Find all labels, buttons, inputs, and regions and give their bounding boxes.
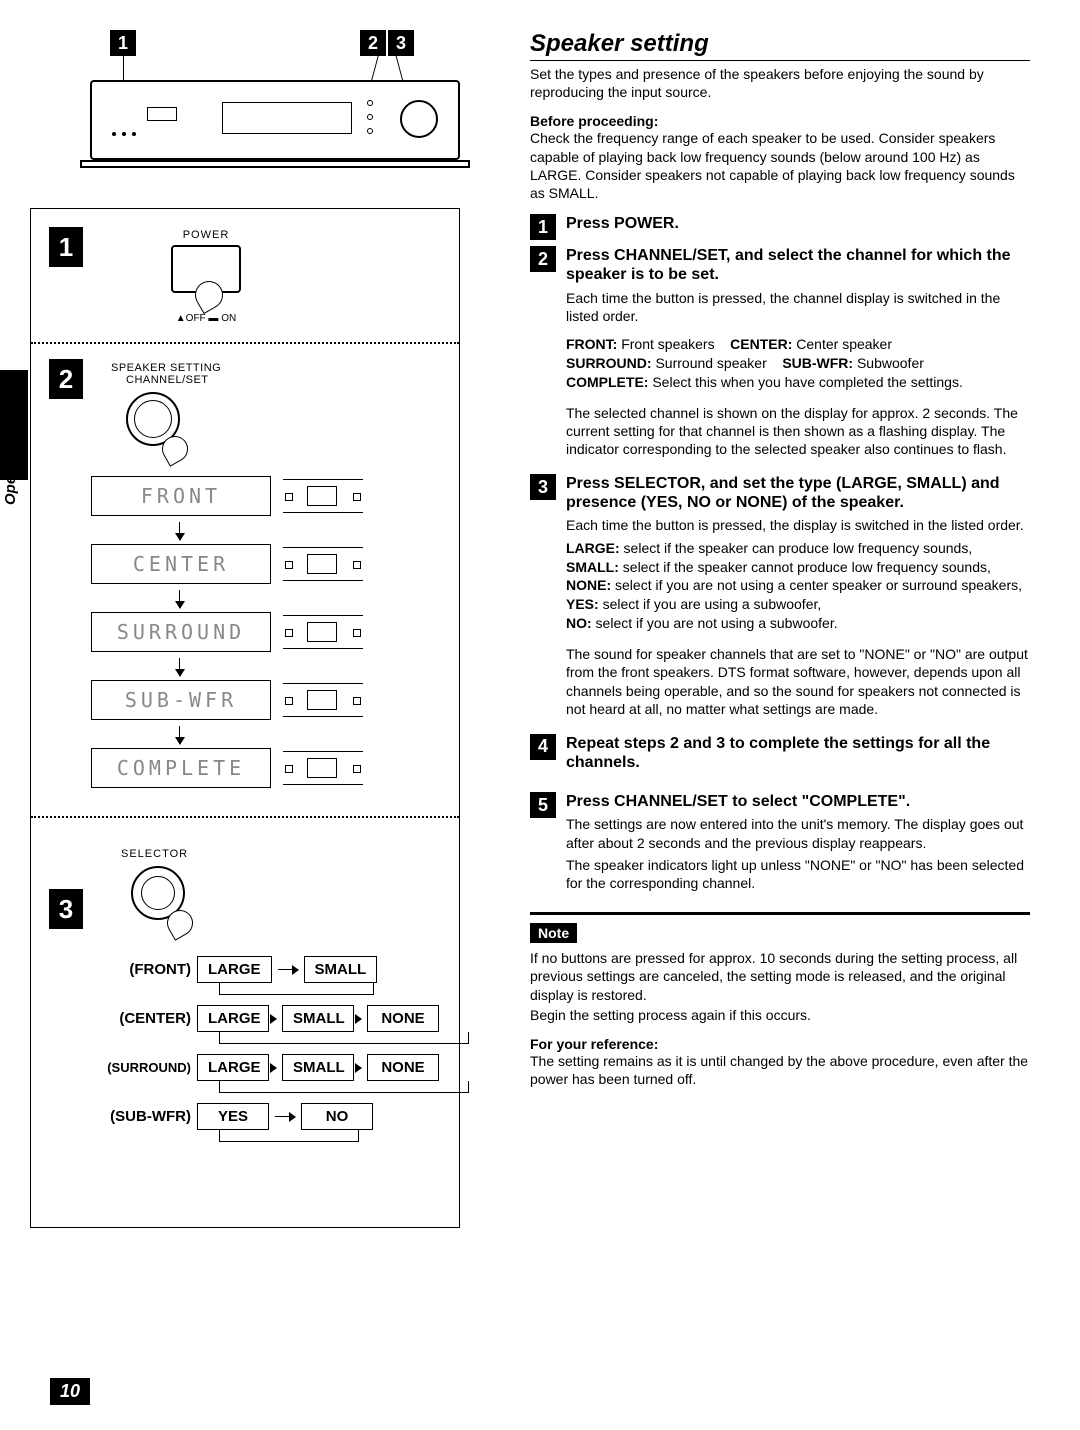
power-label: POWER	[131, 229, 281, 241]
off-on-label: ▲OFF ▬ ON	[131, 313, 281, 324]
step-4-head: Repeat steps 2 and 3 to complete the set…	[566, 734, 1030, 772]
left-illustration-column: 1 2 3 1	[30, 30, 490, 1228]
display-complete: COMPLETE	[91, 748, 271, 788]
flow-center: CENTER LARGE SMALL NONE	[91, 1005, 439, 1032]
text-column: Speaker setting Set the types and presen…	[530, 30, 1030, 1228]
def-row-1: FRONT: Front speakers CENTER: Center spe…	[566, 335, 1030, 354]
note-text-2: Begin the setting process again if this …	[530, 1006, 1030, 1024]
power-button-illustration	[171, 245, 241, 293]
before-text: Check the frequency range of each speake…	[530, 129, 1030, 202]
reference-head: For your reference:	[530, 1036, 1030, 1052]
definition-line: LARGE: select if the speaker can produce…	[566, 539, 1030, 558]
step-3-b: The sound for speaker channels that are …	[566, 645, 1030, 718]
flow-front: FRONT LARGE SMALL	[91, 956, 439, 983]
step-1-head: Press POWER.	[566, 214, 1030, 233]
page-number: 10	[50, 1378, 90, 1405]
definition-line: NO: select if you are not using a subwoo…	[566, 614, 1030, 633]
step-5-b: The speaker indicators light up unless "…	[566, 856, 1030, 892]
callout-3: 3	[388, 30, 414, 56]
display-subwfr: SUB-WFR	[91, 680, 271, 720]
step-2-a: Each time the button is pressed, the cha…	[566, 289, 1030, 325]
selector-label: SELECTOR	[121, 848, 439, 860]
step-2-b: The selected channel is shown on the dis…	[566, 404, 1030, 459]
side-label: Operation	[2, 434, 19, 505]
reference-text: The setting remains as it is until chang…	[530, 1052, 1030, 1088]
step-4-num: 4	[530, 734, 556, 760]
definition-line: NONE: select if you are not using a cent…	[566, 576, 1030, 595]
flow-surround: SURROUND LARGE SMALL NONE	[91, 1054, 439, 1081]
flow-subwfr: SUB-WFR YES NO	[91, 1103, 439, 1130]
before-heading: Before proceeding:	[530, 113, 1030, 129]
knob-illustration	[126, 392, 180, 446]
speaker-icons	[283, 751, 363, 785]
def-complete: COMPLETE: Select this when you have comp…	[566, 373, 1030, 392]
device-illustration	[90, 80, 460, 160]
step-3-head: Press SELECTOR, and set the type (LARGE,…	[566, 474, 1030, 512]
step-3-num: 3	[530, 474, 556, 500]
intro-text: Set the types and presence of the speake…	[530, 65, 1030, 101]
panel-step-1: 1	[49, 227, 83, 267]
display-front: FRONT	[91, 476, 271, 516]
page-title: Speaker setting	[530, 30, 1030, 61]
panel-step-2: 2	[49, 359, 83, 399]
step-3-a: Each time the button is pressed, the dis…	[566, 516, 1030, 534]
selector-knob-illustration	[131, 866, 185, 920]
step-5-a: The settings are now entered into the un…	[566, 815, 1030, 851]
speaker-icons	[283, 683, 363, 717]
step-2-num: 2	[530, 246, 556, 272]
panel-step-3: 3	[49, 889, 83, 929]
control-panel-illustration: 1 2 3 POWER ▲OFF ▬ ON SPEAKER SETTING CH…	[30, 208, 460, 1228]
step-5-head: Press CHANNEL/SET to select "COMPLETE".	[566, 792, 1030, 811]
display-center: CENTER	[91, 544, 271, 584]
note-badge: Note	[530, 923, 577, 943]
note-text: If no buttons are pressed for approx. 10…	[530, 949, 1030, 1004]
channelset-label: CHANNEL/SET	[126, 374, 439, 386]
display-surround: SURROUND	[91, 612, 271, 652]
definition-line: YES: select if you are using a subwoofer…	[566, 595, 1030, 614]
callout-2: 2	[360, 30, 386, 56]
speaker-icons	[283, 615, 363, 649]
speaker-icons	[283, 479, 363, 513]
def-row-2: SURROUND: Surround speaker SUB-WFR: Subw…	[566, 354, 1030, 373]
callout-1: 1	[110, 30, 136, 56]
speaker-setting-label: SPEAKER SETTING	[111, 362, 439, 374]
speaker-icons	[283, 547, 363, 581]
step-1-num: 1	[530, 214, 556, 240]
definition-line: SMALL: select if the speaker cannot prod…	[566, 558, 1030, 577]
step-2-head: Press CHANNEL/SET, and select the channe…	[566, 246, 1030, 284]
step-5-num: 5	[530, 792, 556, 818]
